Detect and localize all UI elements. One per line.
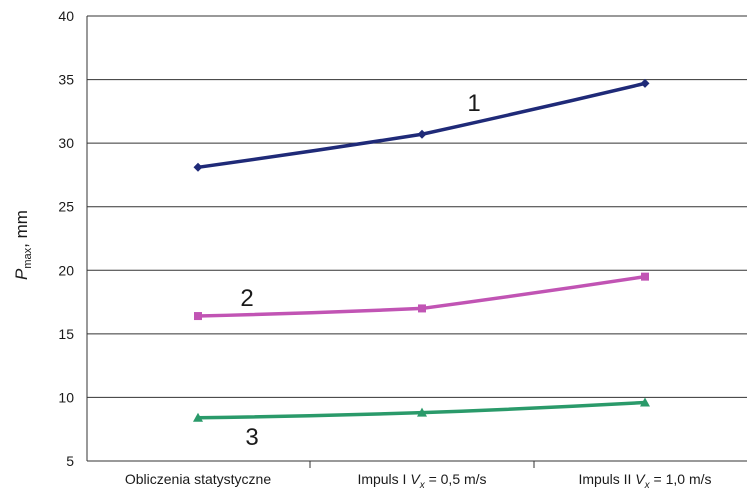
- series-labels: 1 2 3: [240, 90, 480, 451]
- y-tick-label: 35: [58, 72, 74, 88]
- y-axis-label-unit: , mm: [12, 210, 31, 248]
- data-point: [193, 412, 203, 422]
- data-point: [417, 129, 427, 139]
- y-tick-labels: 5 10 15 20 25 30 35 40: [58, 8, 74, 469]
- series-label-3: 3: [245, 424, 258, 451]
- data-point: [194, 312, 202, 321]
- data-point: [418, 304, 426, 313]
- series-label-1: 1: [467, 90, 480, 117]
- x-tick-label: Obliczenia statystyczne: [125, 471, 271, 487]
- axes: [86, 16, 747, 462]
- data-point: [640, 78, 650, 88]
- x-tick-labels: Obliczenia statystyczne Impuls I Vx = 0,5…: [125, 461, 712, 491]
- data-point: [641, 272, 649, 281]
- y-axis-label-subscript: max: [22, 247, 34, 268]
- series-line-1: [197, 81, 646, 170]
- y-tick-label: 30: [58, 135, 74, 151]
- y-tick-label: 5: [66, 453, 74, 469]
- data-point: [640, 397, 650, 407]
- series-label-2: 2: [240, 285, 253, 312]
- y-axis-label: Pmax, mm: [12, 210, 34, 280]
- y-axis-label-symbol: P: [12, 268, 31, 280]
- y-tick-label: 15: [58, 326, 74, 342]
- series-group: [193, 78, 650, 422]
- data-point: [417, 407, 427, 417]
- gridlines: [87, 15, 747, 398]
- y-tick-label: 25: [58, 199, 74, 215]
- x-tick-label: Impuls II Vx = 1,0 m/s: [579, 471, 712, 491]
- y-tick-label: 10: [58, 389, 74, 405]
- data-point: [193, 162, 203, 172]
- y-tick-label: 40: [58, 8, 74, 24]
- y-tick-label: 20: [58, 262, 74, 278]
- x-tick-label: Impuls I Vx = 0,5 m/s: [357, 471, 486, 491]
